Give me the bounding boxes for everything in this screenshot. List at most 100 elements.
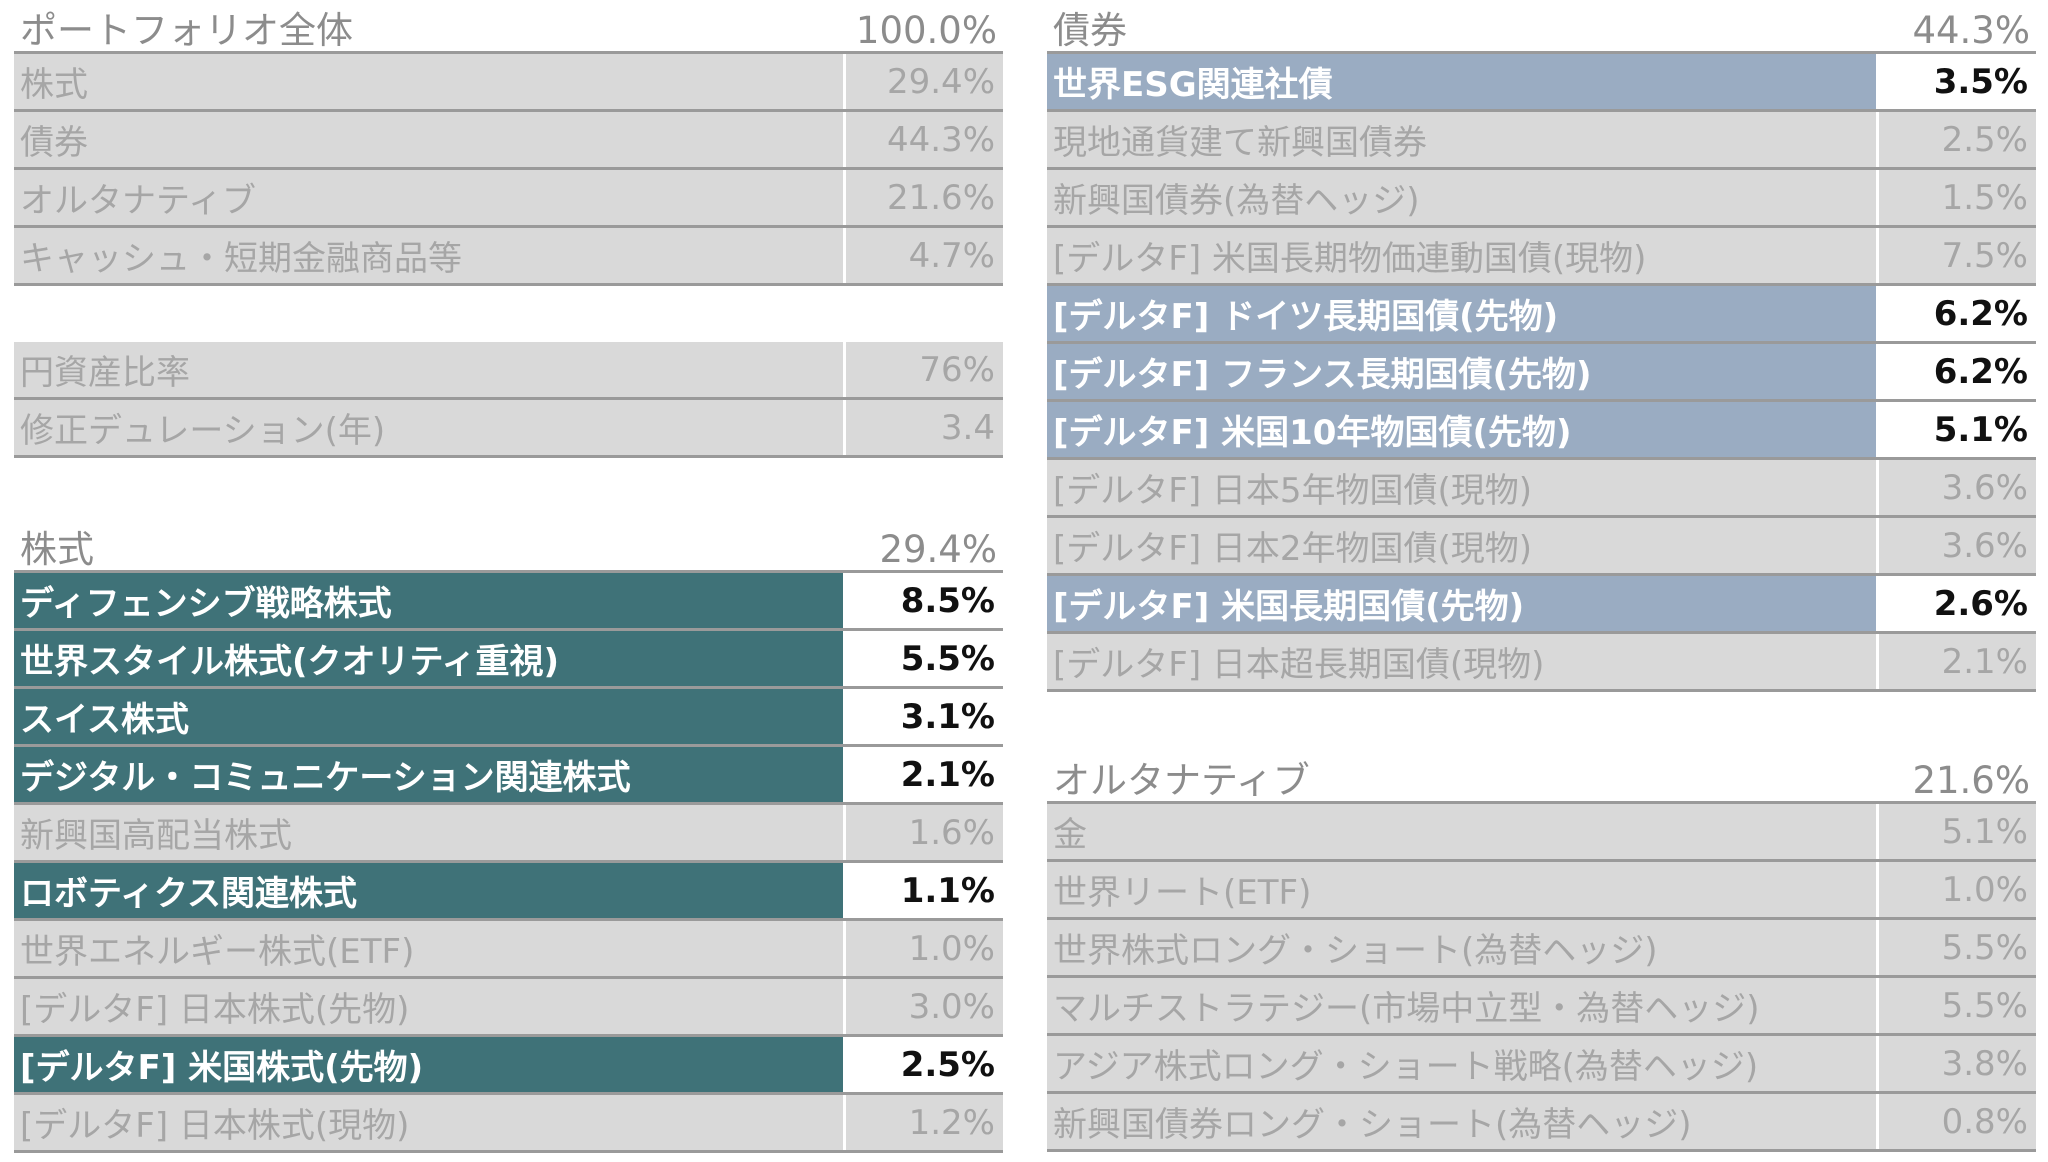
section-total: 29.4% xyxy=(879,528,997,571)
row-value: 4.7% xyxy=(846,228,1003,283)
table-row: 金 5.1% xyxy=(1047,804,2036,862)
row-value: 29.4% xyxy=(846,54,1003,109)
row-label: 新興国高配当株式 xyxy=(14,805,843,860)
table-row: 円資産比率 76% xyxy=(14,342,1003,400)
row-label: [デルタF] 米国株式(先物) xyxy=(14,1037,843,1092)
metrics-section: 円資産比率 76% 修正デュレーション(年) 3.4 xyxy=(14,342,1003,458)
section-rows: ディフェンシブ戦略株式 8.5% 世界スタイル株式(クオリティ重視) 5.5% スイス株… xyxy=(14,573,1003,1153)
table-row: スイス株式 3.1% xyxy=(14,689,1003,747)
row-label: [デルタF] 日本5年物国債(現物) xyxy=(1047,460,1876,515)
equity-section: 株式 29.4% ディフェンシブ戦略株式 8.5% 世界スタイル株式(クオリティ重視… xyxy=(14,519,1003,1153)
table-row: [デルタF] 米国長期国債(先物) 2.6% xyxy=(1047,576,2036,634)
section-header: 株式 29.4% xyxy=(14,519,1003,573)
row-label: ディフェンシブ戦略株式 xyxy=(14,573,843,628)
table-row: デジタル・コミュニケーション関連株式 2.1% xyxy=(14,747,1003,805)
row-value: 2.6% xyxy=(1879,576,2036,631)
row-label: [デルタF] 日本2年物国債(現物) xyxy=(1047,518,1876,573)
row-value: 76% xyxy=(846,342,1003,397)
row-value: 5.5% xyxy=(846,631,1003,686)
row-value: 1.5% xyxy=(1879,170,2036,225)
table-row: 修正デュレーション(年) 3.4 xyxy=(14,400,1003,458)
table-row: 新興国債券ロング・ショート(為替ヘッジ) 0.8% xyxy=(1047,1094,2036,1152)
row-label: 債券 xyxy=(14,112,843,167)
row-value: 1.0% xyxy=(1879,862,2036,917)
section-total: 21.6% xyxy=(1912,759,2030,802)
row-value: 1.6% xyxy=(846,805,1003,860)
row-label: 現地通貨建て新興国債券 xyxy=(1047,112,1876,167)
table-row: [デルタF] 日本株式(先物) 3.0% xyxy=(14,979,1003,1037)
row-label: [デルタF] 米国長期物価連動国債(現物) xyxy=(1047,228,1876,283)
row-value: 1.2% xyxy=(846,1095,1003,1150)
table-row: 世界エネルギー株式(ETF) 1.0% xyxy=(14,921,1003,979)
table-row: 現地通貨建て新興国債券 2.5% xyxy=(1047,112,2036,170)
section-rows: 株式 29.4% 債券 44.3% オルタナティブ 21.6% キャッシュ・短期金融商品等 4… xyxy=(14,54,1003,286)
row-label: 世界スタイル株式(クオリティ重視) xyxy=(14,631,843,686)
row-label: [デルタF] 米国10年物国債(先物) xyxy=(1047,402,1876,457)
alternatives-section: オルタナティブ 21.6% 金 5.1% 世界リート(ETF) 1.0% 世界株式ロング… xyxy=(1047,750,2036,1152)
row-value: 8.5% xyxy=(846,573,1003,628)
row-value: 6.2% xyxy=(1879,286,2036,341)
row-value: 1.0% xyxy=(846,921,1003,976)
table-row: マルチストラテジー(市場中立型・為替ヘッジ) 5.5% xyxy=(1047,978,2036,1036)
section-title: オルタナティブ xyxy=(1053,759,1310,802)
row-label: マルチストラテジー(市場中立型・為替ヘッジ) xyxy=(1047,978,1876,1033)
row-value: 3.8% xyxy=(1879,1036,2036,1091)
table-row: [デルタF] 日本5年物国債(現物) 3.6% xyxy=(1047,460,2036,518)
section-header: ポートフォリオ全体 100.0% xyxy=(14,0,1003,54)
row-label: オルタナティブ xyxy=(14,170,843,225)
row-value: 2.1% xyxy=(846,747,1003,802)
section-rows: 金 5.1% 世界リート(ETF) 1.0% 世界株式ロング・ショート(為替ヘッジ) 5.… xyxy=(1047,804,2036,1152)
table-row: [デルタF] フランス長期国債(先物) 6.2% xyxy=(1047,344,2036,402)
row-label: 円資産比率 xyxy=(14,342,843,397)
table-row: ディフェンシブ戦略株式 8.5% xyxy=(14,573,1003,631)
row-value: 2.5% xyxy=(1879,112,2036,167)
table-row: [デルタF] 米国株式(先物) 2.5% xyxy=(14,1037,1003,1095)
row-label: 株式 xyxy=(14,54,843,109)
row-label: デジタル・コミュニケーション関連株式 xyxy=(14,747,843,802)
table-row: 新興国高配当株式 1.6% xyxy=(14,805,1003,863)
row-label: [デルタF] ドイツ長期国債(先物) xyxy=(1047,286,1876,341)
row-label: [デルタF] フランス長期国債(先物) xyxy=(1047,344,1876,399)
row-label: 金 xyxy=(1047,804,1876,859)
table-row: 株式 29.4% xyxy=(14,54,1003,112)
row-value: 5.1% xyxy=(1879,402,2036,457)
row-value: 3.6% xyxy=(1879,460,2036,515)
row-label: [デルタF] 日本株式(先物) xyxy=(14,979,843,1034)
row-value: 44.3% xyxy=(846,112,1003,167)
portfolio-section: ポートフォリオ全体 100.0% 株式 29.4% 債券 44.3% オルタナティブ 21… xyxy=(14,0,1003,286)
table-row: [デルタF] 日本超長期国債(現物) 2.1% xyxy=(1047,634,2036,692)
row-label: 世界ESG関連社債 xyxy=(1047,54,1876,109)
row-value: 0.8% xyxy=(1879,1094,2036,1149)
table-row: 債券 44.3% xyxy=(14,112,1003,170)
table-row: [デルタF] 日本2年物国債(現物) 3.6% xyxy=(1047,518,2036,576)
table-row: 世界ESG関連社債 3.5% xyxy=(1047,54,2036,112)
row-label: 世界エネルギー株式(ETF) xyxy=(14,921,843,976)
bonds-section: 債券 44.3% 世界ESG関連社債 3.5% 現地通貨建て新興国債券 2.5% 新興国… xyxy=(1047,0,2036,692)
row-label: アジア株式ロング・ショート戦略(為替ヘッジ) xyxy=(1047,1036,1876,1091)
table-row: [デルタF] 米国10年物国債(先物) 5.1% xyxy=(1047,402,2036,460)
row-label: 新興国債券(為替ヘッジ) xyxy=(1047,170,1876,225)
section-title: ポートフォリオ全体 xyxy=(20,9,353,52)
row-value: 3.6% xyxy=(1879,518,2036,573)
row-value: 3.1% xyxy=(846,689,1003,744)
table-row: ロボティクス関連株式 1.1% xyxy=(14,863,1003,921)
row-value: 5.5% xyxy=(1879,920,2036,975)
table-row: [デルタF] 日本株式(現物) 1.2% xyxy=(14,1095,1003,1153)
row-value: 5.5% xyxy=(1879,978,2036,1033)
row-value: 3.0% xyxy=(846,979,1003,1034)
row-label: 修正デュレーション(年) xyxy=(14,400,843,455)
section-total: 44.3% xyxy=(1912,9,2030,52)
row-value: 7.5% xyxy=(1879,228,2036,283)
table-row: [デルタF] 米国長期物価連動国債(現物) 7.5% xyxy=(1047,228,2036,286)
row-label: [デルタF] 日本株式(現物) xyxy=(14,1095,843,1150)
table-row: キャッシュ・短期金融商品等 4.7% xyxy=(14,228,1003,286)
section-total: 100.0% xyxy=(855,9,997,52)
row-label: スイス株式 xyxy=(14,689,843,744)
section-rows: 世界ESG関連社債 3.5% 現地通貨建て新興国債券 2.5% 新興国債券(為替ヘッジ)… xyxy=(1047,54,2036,692)
section-title: 株式 xyxy=(20,528,94,571)
row-value: 3.5% xyxy=(1879,54,2036,109)
row-value: 6.2% xyxy=(1879,344,2036,399)
row-label: 新興国債券ロング・ショート(為替ヘッジ) xyxy=(1047,1094,1876,1149)
section-rows: 円資産比率 76% 修正デュレーション(年) 3.4 xyxy=(14,342,1003,458)
section-header: 債券 44.3% xyxy=(1047,0,2036,54)
